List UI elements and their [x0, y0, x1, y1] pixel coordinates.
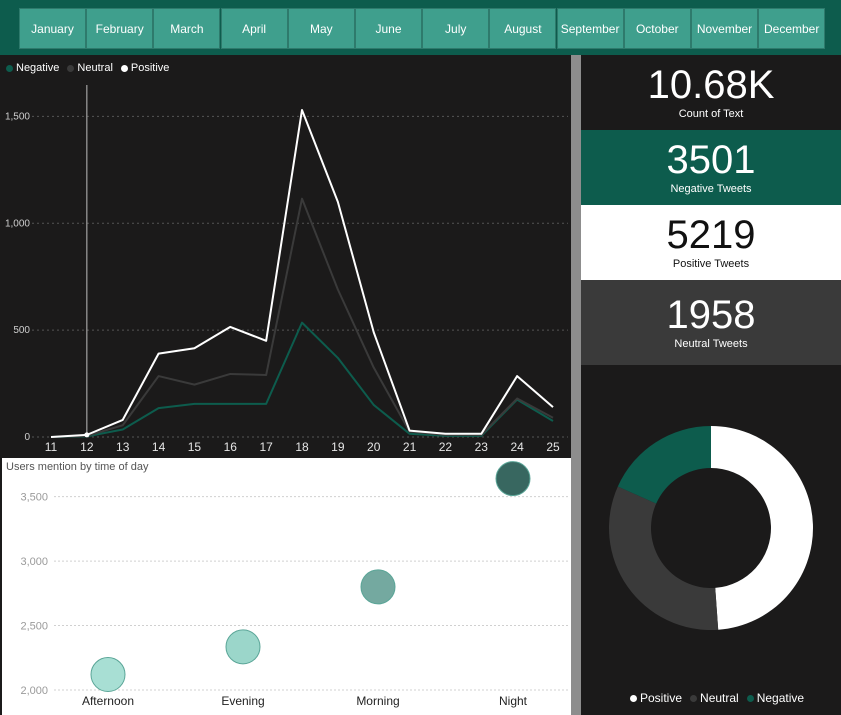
neutral-dot-icon — [690, 694, 698, 702]
kpi-count-value: 10.68K — [647, 63, 775, 107]
negative-dot-icon — [746, 694, 754, 702]
donut-legend-label-neutral: Neutral — [700, 691, 739, 705]
y-tick-label: 0 — [24, 432, 30, 443]
panel-divider — [571, 55, 581, 715]
kpi-positive-value: 5219 — [666, 213, 756, 257]
bubble-night[interactable] — [495, 461, 531, 497]
x-tick-label: 13 — [116, 440, 130, 454]
legend-item-neutral[interactable]: Neutral — [67, 62, 113, 74]
month-button-june[interactable]: June — [355, 8, 422, 49]
month-button-january[interactable]: January — [19, 8, 86, 49]
positive-dot-icon — [630, 694, 637, 702]
time-of-day-scatter-chart[interactable]: Users mention by time of day 2,000 2,500 3,… — [2, 458, 571, 715]
month-button-march[interactable]: March — [153, 8, 221, 49]
chart-title: Users mention by time of day — [6, 461, 149, 473]
bubble-evening[interactable] — [225, 629, 261, 665]
x-tick-label: 20 — [367, 440, 381, 454]
legend-label-negative: Negative — [16, 62, 60, 74]
y-tick-label: 500 — [13, 325, 30, 336]
kpi-negative-value: 3501 — [666, 138, 756, 182]
x-tick-label: 22 — [439, 440, 453, 454]
series-line-neutral[interactable] — [50, 197, 554, 438]
month-button-december[interactable]: December — [758, 8, 826, 49]
x-tick-label: 12 — [80, 440, 94, 454]
y-tick-label: 3,000 — [20, 556, 48, 568]
x-tick-label: 17 — [259, 440, 273, 454]
donut-legend-item-positive[interactable]: Positive — [630, 691, 682, 705]
bubble-afternoon[interactable] — [90, 657, 126, 693]
line-chart[interactable]: 0 500 1,000 1,500 11 12 13 14 15 16 17 18 19 20 21 22 23… — [2, 55, 571, 460]
kpi-neutral-value: 1958 — [666, 293, 756, 337]
x-tick-label: Afternoon — [82, 694, 134, 708]
kpi-neutral-label: Neutral Tweets — [674, 338, 748, 350]
x-tick-label: 11 — [45, 440, 58, 454]
x-tick-label: Morning — [356, 694, 399, 708]
x-tick-label: Evening — [221, 694, 264, 708]
series-line-positive[interactable] — [50, 108, 554, 438]
selected-point[interactable] — [84, 432, 90, 438]
month-button-august[interactable]: August — [489, 8, 557, 49]
positive-dot-icon — [120, 64, 128, 72]
y-tick-label: 1,000 — [5, 218, 30, 229]
donut-legend-label-negative: Negative — [756, 691, 805, 705]
donut-legend-item-neutral[interactable]: Neutral — [690, 691, 739, 705]
negative-dot-icon — [6, 64, 13, 72]
sentiment-donut-chart[interactable] — [581, 365, 841, 715]
month-button-april[interactable]: April — [220, 8, 288, 49]
legend-item-positive[interactable]: Positive — [120, 62, 170, 74]
x-tick-label: 19 — [331, 440, 345, 454]
x-tick-label: 24 — [510, 440, 524, 454]
donut-slice-neutral[interactable] — [609, 486, 719, 630]
kpi-positive-label: Positive Tweets — [672, 258, 750, 270]
month-slicer: January February March April May June July Augu… — [0, 0, 841, 55]
x-tick-label: 23 — [475, 440, 489, 454]
bubble-morning[interactable] — [360, 569, 396, 605]
y-tick-label: 2,500 — [20, 621, 48, 633]
kpi-positive-card: 5219 Positive Tweets — [581, 205, 841, 280]
x-tick-label: 14 — [152, 440, 166, 454]
donut-legend-label-positive: Positive — [640, 691, 683, 705]
legend-item-negative[interactable]: Negative — [6, 62, 59, 74]
line-chart-legend: Negative Neutral Positive — [6, 62, 177, 74]
x-tick-label: Night — [499, 694, 528, 708]
month-button-november[interactable]: November — [691, 8, 758, 49]
donut-legend-item-negative[interactable]: Negative — [746, 691, 805, 705]
donut-slice-positive[interactable] — [711, 426, 814, 630]
donut-slice-negative[interactable] — [617, 426, 711, 504]
time-of-day-panel: Users mention by time of day 2,000 2,500 3,… — [2, 458, 571, 715]
legend-label-positive: Positive — [130, 62, 170, 74]
y-tick-label: 1,500 — [5, 111, 30, 122]
month-button-july[interactable]: July — [422, 8, 490, 49]
kpi-neutral-card: 1958 Neutral Tweets — [581, 280, 841, 365]
month-button-may[interactable]: May — [287, 8, 355, 49]
x-tick-label: 15 — [188, 440, 202, 454]
kpi-count-label: Count of Text — [678, 108, 744, 120]
x-tick-label: 18 — [295, 440, 309, 454]
y-tick-label: 2,000 — [20, 685, 48, 697]
kpi-negative-card: 3501 Negative Tweets — [581, 130, 841, 205]
tweets-line-chart-panel: Negative Neutral Positive 0 500 1,000 1,500… — [2, 55, 571, 460]
x-tick-label: 21 — [403, 440, 417, 454]
y-tick-label: 3,500 — [20, 492, 48, 504]
month-button-february[interactable]: February — [86, 8, 154, 49]
month-button-september[interactable]: September — [556, 8, 624, 49]
kpi-negative-label: Negative Tweets — [670, 183, 752, 195]
x-tick-label: 16 — [224, 440, 238, 454]
kpi-count-card: 10.68K Count of Text — [581, 55, 841, 130]
month-button-october[interactable]: October — [623, 8, 691, 49]
legend-label-neutral: Neutral — [77, 62, 113, 74]
x-tick-label: 25 — [546, 440, 560, 454]
donut-legend: Positive Neutral Negative — [630, 691, 812, 705]
neutral-dot-icon — [67, 64, 75, 72]
series-line-negative[interactable] — [50, 321, 554, 438]
